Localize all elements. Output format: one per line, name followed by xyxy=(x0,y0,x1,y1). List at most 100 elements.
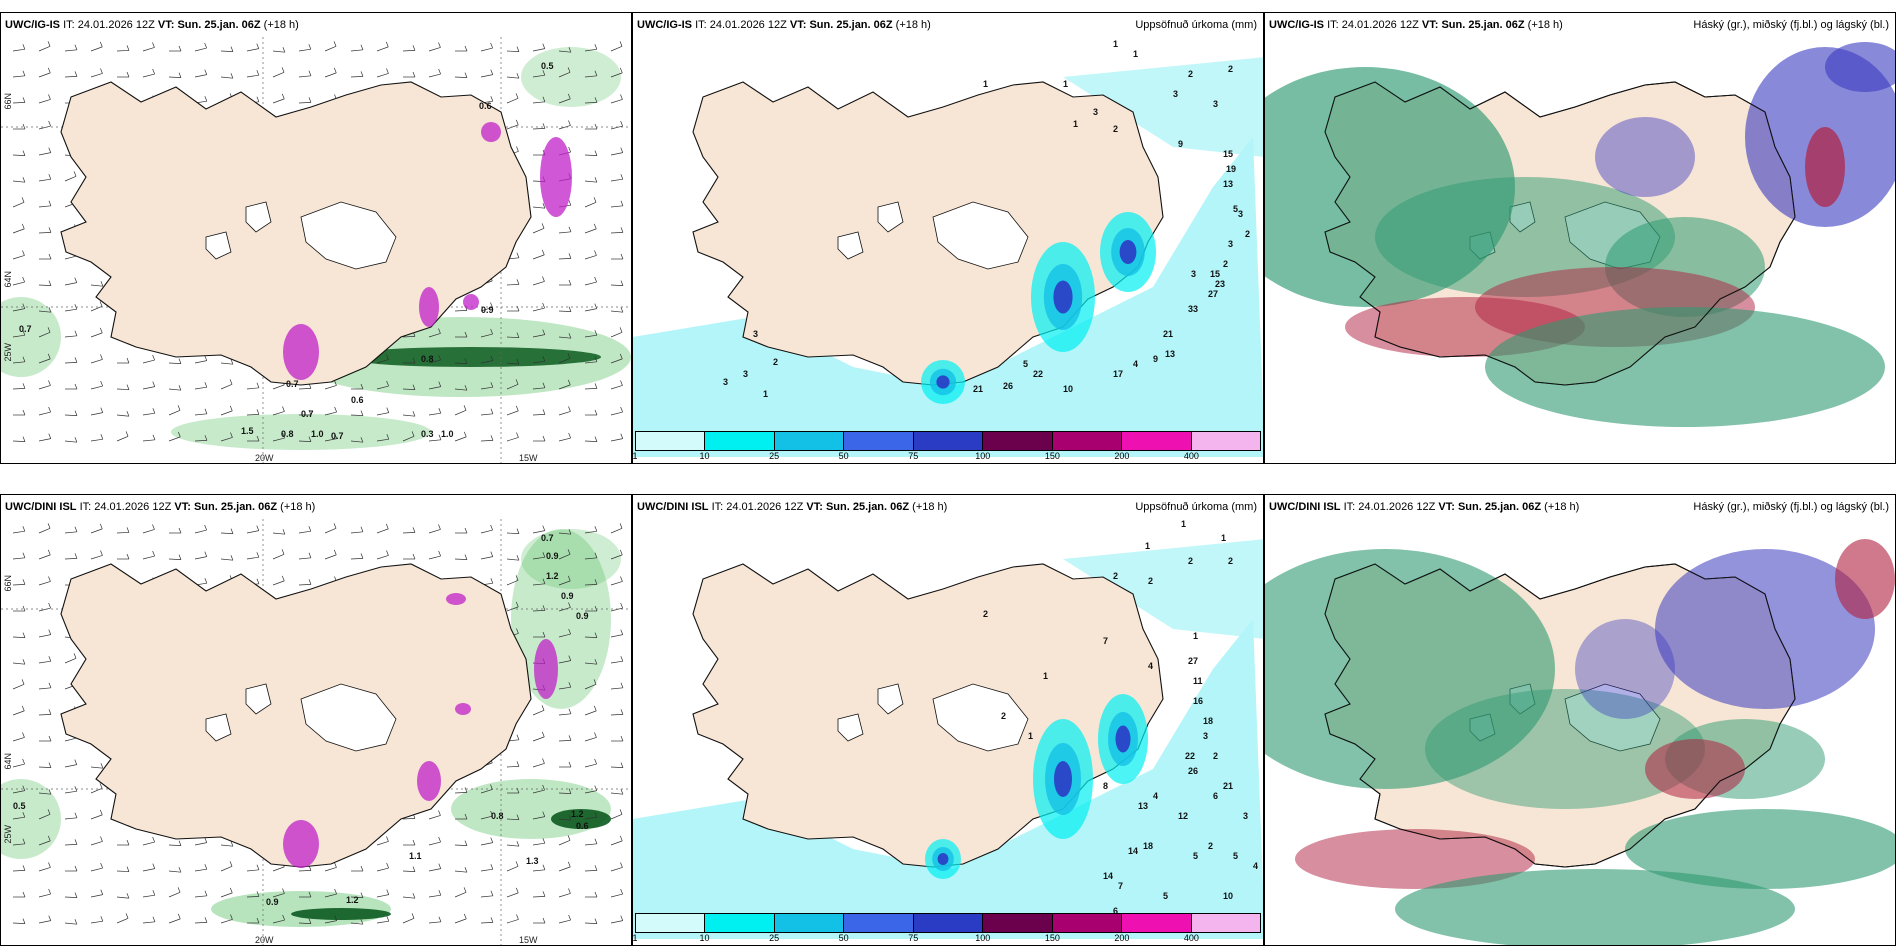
colorbar-swatch xyxy=(774,914,845,932)
wind-barb xyxy=(584,44,598,52)
wind-barb xyxy=(610,629,624,638)
wind-barb xyxy=(610,94,623,104)
value-label: 13 xyxy=(1165,349,1175,359)
wind-barb xyxy=(142,550,155,560)
value-label: 3 xyxy=(1213,99,1218,109)
colorbar-tick-label: 200 xyxy=(1114,933,1130,943)
value-label: 21 xyxy=(1163,329,1173,339)
wind-barb xyxy=(247,917,260,924)
wind-barb xyxy=(532,249,545,260)
wind-barb xyxy=(455,527,468,534)
wind-barb xyxy=(324,380,337,390)
wind-barb xyxy=(532,329,546,338)
wind-barb xyxy=(350,526,364,534)
wind-barb xyxy=(610,915,624,924)
wind-barb xyxy=(506,861,519,872)
wind-barb xyxy=(584,436,598,442)
wind-barb xyxy=(12,865,26,872)
wind-barb xyxy=(610,174,624,182)
wind-speed-area xyxy=(171,414,431,450)
wind-barb xyxy=(272,67,285,78)
wind-barb xyxy=(428,434,442,442)
colorbar-tick-label: 10 xyxy=(699,933,710,943)
wind-barb xyxy=(220,555,234,561)
wind-barb xyxy=(428,354,441,364)
precip-core xyxy=(1115,725,1131,753)
wind-barb xyxy=(350,437,364,443)
wind-barb xyxy=(558,47,572,53)
wind-barb xyxy=(38,835,51,846)
wind-barb xyxy=(558,575,571,586)
wind-barb xyxy=(298,44,312,52)
wind-barb xyxy=(402,913,415,924)
value-label: 0.7 xyxy=(301,409,314,419)
value-label: 7 xyxy=(1103,636,1108,646)
value-label: 23 xyxy=(1215,279,1225,289)
wind-barb xyxy=(455,45,468,52)
value-label: 0.7 xyxy=(331,431,344,441)
wind-barb xyxy=(38,789,52,795)
value-label: 8 xyxy=(1103,781,1108,791)
precip-area xyxy=(1063,539,1263,639)
glacier xyxy=(205,231,232,260)
colorbar-swatch xyxy=(1191,914,1260,932)
value-label: 1.3 xyxy=(526,856,539,866)
wind-barb xyxy=(12,150,26,156)
wind-barb xyxy=(610,576,623,586)
wind-barb xyxy=(12,659,26,665)
panel-header: UWC/DINI ISL IT: 24.01.2026 12Z VT: Sun.… xyxy=(633,495,1263,519)
value-label: 1.5 xyxy=(241,426,254,436)
wind-barb xyxy=(168,431,181,442)
wind-barb xyxy=(532,525,546,534)
wind-barb xyxy=(454,840,468,846)
wind-barb xyxy=(610,380,623,390)
wind-barb xyxy=(298,579,312,586)
value-label: 3 xyxy=(1203,731,1208,741)
value-label: 7 xyxy=(1118,881,1123,891)
wind-barb xyxy=(610,433,624,442)
value-label: 3 xyxy=(1191,269,1196,279)
panel-header: UWC/DINI ISL IT: 24.01.2026 12Z VT: Sun.… xyxy=(1265,495,1895,519)
wind-barb xyxy=(376,41,389,52)
wind-barb xyxy=(532,203,546,209)
wind-barb xyxy=(12,785,26,794)
glacier xyxy=(877,201,904,233)
wind-barb xyxy=(272,914,285,924)
wind-barb xyxy=(272,529,286,535)
wind-barb xyxy=(168,385,182,391)
wind-barb xyxy=(558,549,571,560)
wind-barb xyxy=(116,431,129,442)
wind-barb xyxy=(194,551,208,560)
wind-barb xyxy=(64,304,78,312)
value-label: 0.8 xyxy=(281,429,294,439)
wind-barb xyxy=(532,356,546,364)
wind-barb xyxy=(532,891,546,898)
value-label: 2 xyxy=(1228,64,1233,74)
panel-ig-precip: UWC/IG-IS IT: 24.01.2026 12Z VT: Sun. 25… xyxy=(632,12,1264,464)
colorbar-swatch xyxy=(913,432,984,450)
wind-barb xyxy=(610,549,623,560)
wind-barb xyxy=(168,72,182,78)
wind-barb xyxy=(64,892,78,898)
wind-barb xyxy=(90,407,104,416)
value-label: 18 xyxy=(1143,841,1153,851)
wind-barb xyxy=(246,43,260,52)
wind-barb xyxy=(220,73,234,79)
colorbar-tick-label: 1 xyxy=(632,933,638,943)
value-label: 2 xyxy=(983,609,988,619)
precip-core xyxy=(1053,280,1073,314)
wind-barb xyxy=(299,891,312,898)
wind-barb xyxy=(168,554,182,560)
wind-barb xyxy=(376,523,389,534)
cloud-area xyxy=(1645,739,1745,799)
wind-barb xyxy=(584,197,597,208)
wind-barb xyxy=(350,410,364,416)
wind-barb xyxy=(90,836,103,846)
wind-barb xyxy=(13,409,26,416)
lon-label: 15W xyxy=(519,453,538,463)
wind-barb xyxy=(610,809,623,820)
wind-barb xyxy=(506,887,519,898)
colorbar-tick-label: 10 xyxy=(699,451,710,461)
gust-area xyxy=(455,703,471,715)
wind-barb xyxy=(584,632,598,638)
